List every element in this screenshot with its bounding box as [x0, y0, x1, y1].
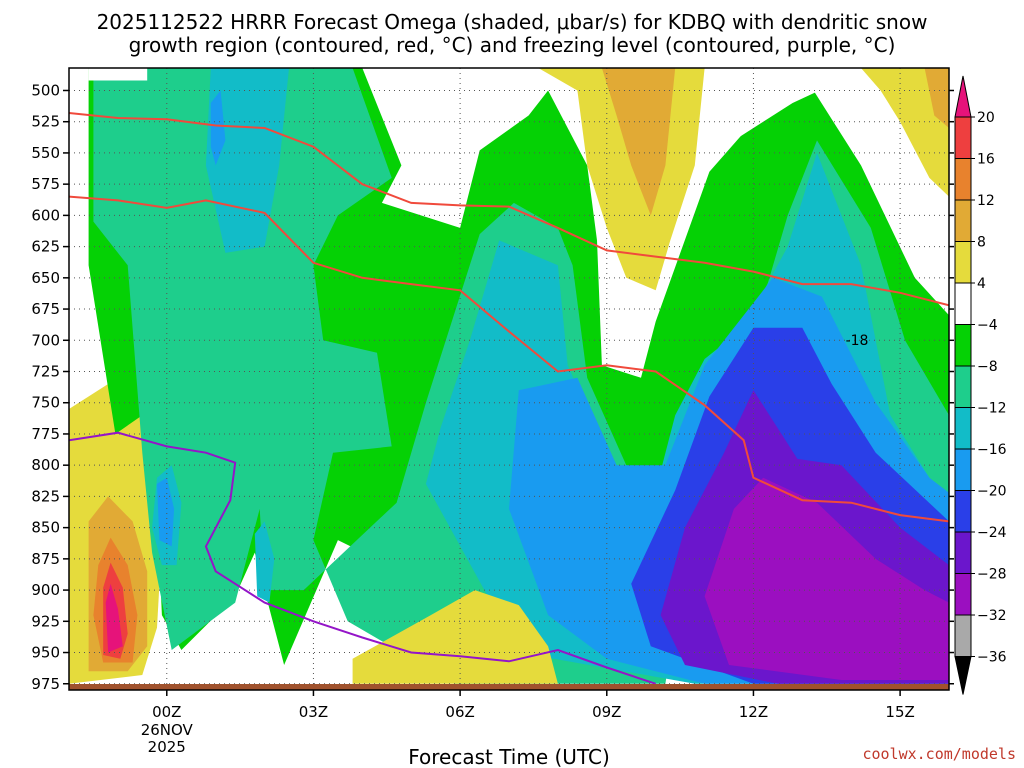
x-tick-label-12Z: 12Z — [739, 703, 768, 721]
chart-title-line1: 2025112522 HRRR Forecast Omega (shaded, … — [97, 10, 928, 34]
y-tick-label-875: 875 — [31, 550, 60, 568]
contour-lines — [69, 112, 949, 685]
y-axis: 500 525 550 575 600 625 650 675 700 725 750 775 800 8… — [31, 81, 954, 693]
colorbar-band-cyan — [954, 407, 972, 450]
colorbar-label-5: −4 — [977, 318, 998, 334]
colorbar-label-13: −36 — [977, 650, 1007, 666]
omega-region-purple-18 — [704, 477, 949, 680]
y-tick-label-750: 750 — [31, 394, 60, 412]
omega-region-gold-24 — [924, 68, 949, 128]
y-tick-label-950: 950 — [31, 644, 60, 662]
omega-region-yellow-23 — [861, 68, 949, 197]
y-tick-label-850: 850 — [31, 519, 60, 537]
colorbar-band-purple — [954, 573, 972, 616]
y-tick-label-800: 800 — [31, 456, 60, 474]
colorbar-label-10: −24 — [977, 525, 1007, 541]
x-tick-label-00Z: 00Z — [152, 703, 181, 721]
x-tick-label-03Z: 03Z — [299, 703, 328, 721]
colorbar-band-orange — [954, 158, 972, 201]
chart-title-line2: growth region (contoured, red, °C) and f… — [129, 33, 896, 57]
x-tick-date: 26NOV — [141, 721, 194, 739]
colorbar-label-3: 8 — [977, 235, 986, 251]
colorbar-label-11: −28 — [977, 567, 1007, 583]
omega-region-sky-14 — [157, 477, 175, 547]
y-tick-label-975: 975 — [31, 675, 60, 693]
x-tick-label-15Z: 15Z — [885, 703, 914, 721]
y-tick-label-625: 625 — [31, 238, 60, 256]
ground-strip — [69, 684, 949, 690]
x-tick-label-06Z: 06Z — [445, 703, 474, 721]
omega-region-white-20 — [88, 68, 148, 81]
y-tick-label-925: 925 — [31, 612, 60, 630]
y-tick-label-525: 525 — [31, 113, 60, 131]
colorbar-band-yellow — [954, 241, 972, 284]
y-tick-label-700: 700 — [31, 331, 60, 349]
y-tick-label-775: 775 — [31, 425, 60, 443]
colorbar-label-12: −32 — [977, 608, 1007, 624]
colorbar-label-4: 4 — [977, 276, 986, 292]
freezing-level-contour — [69, 431, 657, 685]
y-tick-label-550: 550 — [31, 144, 60, 162]
plot-frame — [68, 67, 950, 691]
omega-region-magenta-4 — [105, 583, 123, 653]
contour-label: -18 — [846, 333, 869, 349]
credit-text: coolwx.com/models — [862, 745, 1016, 763]
omega-region-cyan-9 — [205, 68, 289, 253]
colorbar-label-6: −8 — [977, 359, 998, 375]
y-tick-label-575: 575 — [31, 175, 60, 193]
omega-region-sky-13 — [210, 90, 226, 166]
colorbar: 20 16 12 8 4 −4 −8 −12 −16 −20 −24 −28 −32 −36 — [954, 75, 1007, 695]
y-tick-label-600: 600 — [31, 206, 60, 224]
colorbar-top-arrow — [954, 75, 972, 118]
omega-region-cyan-12 — [254, 521, 275, 603]
colorbar-band-seagreen — [954, 365, 972, 408]
y-tick-label-725: 725 — [31, 363, 60, 381]
colorbar-label-1: 16 — [977, 152, 995, 168]
colorbar-bottom-arrow — [954, 656, 972, 695]
y-tick-label-825: 825 — [31, 487, 60, 505]
colorbar-label-9: −20 — [977, 484, 1007, 500]
colorbar-band-red — [954, 116, 972, 159]
y-tick-label-650: 650 — [31, 269, 60, 287]
x-axis-label: Forecast Time (UTC) — [408, 745, 610, 768]
y-tick-label-675: 675 — [31, 300, 60, 318]
colorbar-band-blue — [954, 490, 972, 533]
omega-shaded-regions — [69, 68, 949, 684]
y-tick-label-500: 500 — [31, 81, 60, 99]
x-tick-year: 2025 — [148, 738, 186, 756]
x-tick-label-09Z: 09Z — [592, 703, 621, 721]
y-tick-label-900: 900 — [31, 581, 60, 599]
omega-region-gold-22 — [601, 68, 676, 216]
colorbar-band-green — [954, 324, 972, 367]
dgz-lower-contour — [69, 195, 949, 523]
colorbar-label-7: −12 — [977, 401, 1007, 417]
colorbar-label-2: 12 — [977, 193, 995, 209]
colorbar-band-indigo — [954, 531, 972, 574]
omega-region-white-19 — [645, 68, 949, 197]
colorbar-band-grey — [954, 614, 972, 657]
colorbar-band-sky — [954, 448, 972, 491]
dgz-upper-contour — [69, 112, 949, 307]
colorbar-label-0: 20 — [977, 110, 995, 126]
colorbar-label-8: −16 — [977, 442, 1007, 458]
colorbar-band-white — [954, 282, 972, 325]
grid-lines — [69, 68, 949, 690]
colorbar-band-gold — [954, 199, 972, 242]
